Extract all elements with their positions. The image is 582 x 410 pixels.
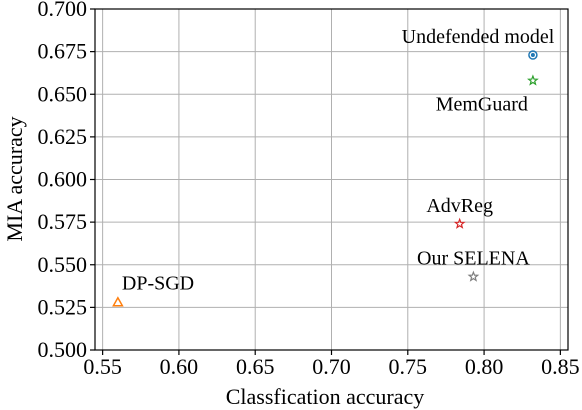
point-label-memguard: MemGuard bbox=[436, 94, 528, 116]
point-undefended-model-center bbox=[530, 53, 535, 58]
point-our-selena bbox=[467, 270, 480, 282]
y-tick-label: 0.575 bbox=[38, 209, 88, 234]
x-tick-label: 0.60 bbox=[160, 354, 199, 379]
point-undefended-model bbox=[528, 50, 538, 60]
y-tick-label: 0.600 bbox=[38, 167, 88, 192]
grid-lines bbox=[95, 8, 568, 351]
x-tick-label: 0.85 bbox=[541, 354, 580, 379]
point-dp-sgd bbox=[112, 296, 124, 307]
axis-ticks: 0.55 0.60 0.65 0.70 0.75 0.80 0.85 0.500 0.525 0.… bbox=[38, 0, 580, 379]
y-tick-label: 0.525 bbox=[38, 294, 88, 319]
x-tick-label: 0.80 bbox=[465, 354, 504, 379]
y-tick-label: 0.675 bbox=[38, 39, 88, 64]
x-tick-label: 0.55 bbox=[83, 354, 122, 379]
x-tick-label: 0.75 bbox=[389, 354, 428, 379]
point-label-dp-sgd: DP-SGD bbox=[122, 272, 194, 294]
point-advreg bbox=[453, 217, 466, 229]
y-tick-label: 0.625 bbox=[38, 124, 88, 149]
point-labels: Undefended model MemGuard AdvReg Our SELENA… bbox=[122, 26, 555, 294]
y-tick-label: 0.700 bbox=[38, 0, 88, 21]
point-label-our-selena: Our SELENA bbox=[417, 248, 530, 270]
point-label-undefended-model: Undefended model bbox=[402, 26, 555, 48]
plot-frame bbox=[94, 8, 569, 351]
x-tick-label: 0.70 bbox=[312, 354, 351, 379]
x-tick-label: 0.65 bbox=[236, 354, 275, 379]
x-axis-label: Classfication accuracy bbox=[226, 384, 425, 409]
y-tick-label: 0.650 bbox=[38, 81, 88, 106]
y-tick-label: 0.550 bbox=[38, 252, 88, 277]
point-label-advreg: AdvReg bbox=[426, 195, 493, 217]
data-points bbox=[112, 50, 539, 307]
y-tick-label: 0.500 bbox=[38, 337, 88, 362]
y-axis-label: MIA accuracy bbox=[2, 116, 27, 241]
point-memguard bbox=[527, 74, 539, 86]
